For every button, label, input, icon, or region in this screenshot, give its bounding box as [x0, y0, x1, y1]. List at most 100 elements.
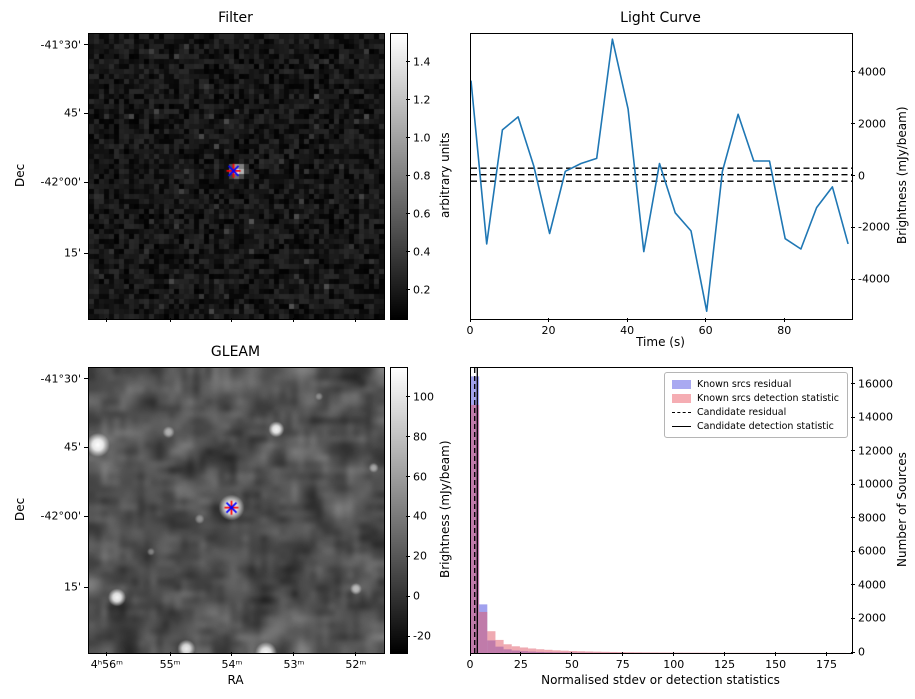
y-tick-label: 80	[413, 430, 427, 444]
legend-item-known-residual: Known srcs residual	[672, 377, 839, 391]
x-tick-label: 4ʰ56ᵐ	[90, 658, 124, 671]
y-tick-label: 0	[858, 645, 865, 659]
gleam-plot-area	[88, 367, 385, 654]
legend-item-known-detection: Known srcs detection statistic	[672, 391, 839, 405]
tick-mark	[571, 652, 573, 656]
histogram-ylabel: Number of Sources	[895, 452, 909, 567]
tick-mark	[826, 652, 828, 656]
legend-item-candidate-residual: Candidate residual	[672, 405, 839, 419]
filter-colorbar-label: arbitrary units	[438, 132, 452, 219]
tick-mark	[84, 44, 88, 46]
legend-label-candidate-residual: Candidate residual	[697, 406, 787, 418]
tick-mark	[851, 416, 855, 418]
tick-mark	[851, 483, 855, 485]
gleam-xlabel: RA	[227, 673, 244, 687]
x-tick-label: 75	[615, 658, 630, 671]
x-tick-label: 80	[777, 324, 792, 337]
tick-mark	[548, 318, 550, 322]
tick-mark	[851, 617, 855, 619]
histogram-plot-area: Known srcs residual Known srcs detection…	[470, 367, 853, 654]
y-tick-label: 1.0	[413, 131, 431, 144]
y-tick-label: 15'	[63, 580, 81, 594]
legend-patch-known-residual	[672, 379, 691, 389]
legend-patch-known-detection	[672, 393, 691, 403]
tick-mark	[406, 251, 410, 252]
y-tick-label: 45'	[63, 440, 81, 454]
tick-mark	[406, 595, 410, 597]
histogram-chart	[471, 368, 846, 653]
y-tick-label: 16000	[858, 377, 893, 391]
x-tick-label: 53ᵐ	[283, 658, 305, 671]
tick-mark	[84, 378, 88, 380]
tick-mark	[293, 318, 295, 322]
y-tick-label: 100	[413, 390, 434, 404]
tick-mark	[851, 175, 855, 176]
x-tick-label: 52ᵐ	[345, 658, 367, 671]
filter-plot-area	[88, 33, 385, 320]
y-tick-label: 14000	[858, 410, 893, 424]
tick-mark	[406, 61, 410, 62]
y-tick-label: 0.2	[413, 283, 431, 296]
x-tick-label: 0	[466, 658, 474, 671]
histogram-legend: Known srcs residual Known srcs detection…	[664, 372, 848, 438]
y-tick-label: 0.6	[413, 207, 431, 220]
y-tick-label: -41°30'	[40, 372, 82, 386]
tick-mark	[231, 652, 233, 656]
x-tick-label: 55ᵐ	[159, 658, 181, 671]
tick-mark	[293, 652, 295, 656]
x-tick-label: 20	[541, 324, 556, 337]
tick-mark	[406, 555, 410, 557]
y-tick-label: -41°30'	[40, 38, 82, 52]
tick-mark	[673, 652, 675, 656]
tick-mark	[406, 99, 410, 100]
y-tick-label: 45'	[63, 106, 81, 120]
y-tick-label: 40	[413, 509, 427, 523]
x-tick-label: 54ᵐ	[221, 658, 243, 671]
y-tick-label: 4000	[858, 65, 886, 79]
tick-mark	[626, 318, 628, 322]
legend-label-candidate-detection: Candidate detection statistic	[697, 420, 834, 432]
tick-mark	[84, 181, 88, 183]
tick-mark	[622, 652, 624, 656]
tick-mark	[84, 112, 88, 114]
filter-title: Filter	[218, 10, 253, 26]
y-tick-label: 0.8	[413, 169, 431, 182]
y-tick-label: 4000	[858, 578, 886, 592]
y-tick-label: 8000	[858, 511, 886, 525]
legend-item-candidate-detection: Candidate detection statistic	[672, 419, 839, 433]
y-tick-label: 1.2	[413, 93, 431, 106]
tick-mark	[851, 226, 855, 228]
tick-mark	[851, 278, 855, 280]
legend-dashed-line-sample	[672, 411, 691, 413]
tick-mark	[851, 651, 855, 653]
x-tick-label: 60	[698, 324, 713, 337]
tick-mark	[406, 175, 410, 176]
tick-mark	[406, 515, 410, 517]
y-tick-label: 0.4	[413, 245, 431, 258]
filter-colorbar	[390, 33, 408, 320]
tick-mark	[406, 289, 410, 290]
tick-mark	[851, 550, 855, 552]
tick-mark	[406, 396, 410, 398]
tick-mark	[84, 446, 88, 448]
tick-mark	[84, 252, 88, 254]
y-tick-label: 0	[858, 169, 865, 182]
x-tick-label: 40	[620, 324, 635, 337]
tick-mark	[406, 476, 410, 478]
y-tick-label: 2000	[858, 117, 886, 131]
gleam-sky-image	[89, 368, 384, 653]
y-tick-label: 6000	[858, 544, 886, 558]
filter-ylabel: Dec	[13, 163, 27, 188]
y-tick-label: -42°00'	[40, 175, 82, 189]
light-curve-chart	[471, 38, 852, 313]
tick-mark	[169, 652, 171, 656]
x-tick-label: 100	[663, 658, 685, 671]
y-tick-label: 20	[413, 549, 427, 563]
x-tick-label: 50	[564, 658, 579, 671]
tick-mark	[406, 137, 410, 138]
y-tick-label: 12000	[858, 444, 893, 458]
gleam-ylabel: Dec	[13, 497, 27, 522]
tick-mark	[724, 652, 726, 656]
tick-mark	[106, 652, 108, 656]
